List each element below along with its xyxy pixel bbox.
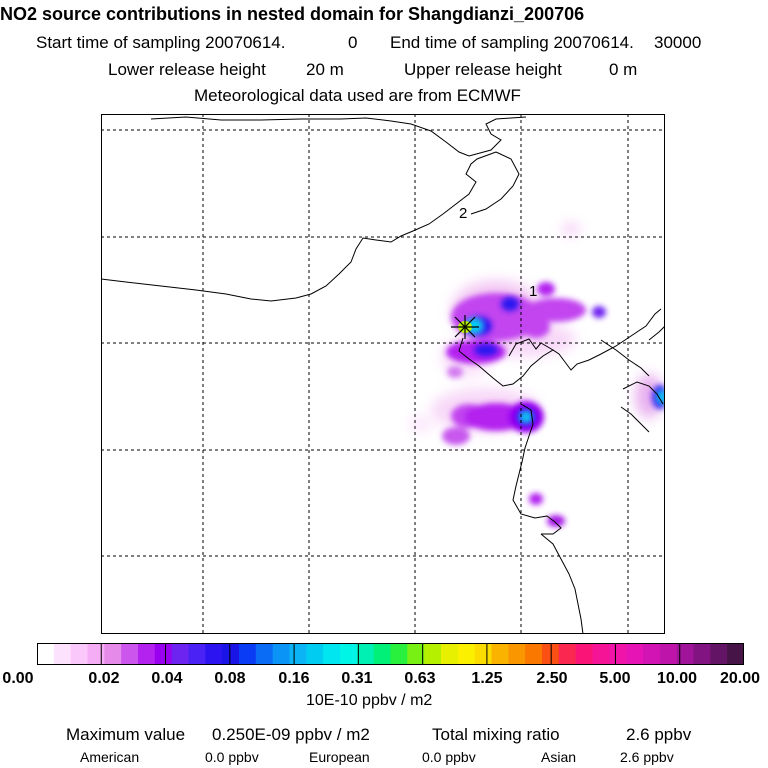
met-data-line: Meteorological data used are from ECMWF [194,86,521,105]
colorbar-swatch [676,643,695,665]
start-time-value: 0 [348,33,358,52]
max-value: 0.250E-09 ppbv / m2 [212,725,370,744]
colorbar-swatch [693,643,711,665]
colorbar-swatch [272,643,291,665]
colorbar-swatch [643,643,661,665]
colorbar-swatch [558,643,577,665]
colorbar-swatch [255,643,274,665]
colorbar [37,643,744,665]
source-value: 2.6 ppbv [620,749,674,765]
summary-line: Maximum value 0.250E-09 ppbv / m2 Total … [66,725,691,745]
colorbar-swatch [373,643,392,665]
colorbar-tick-label: 0.00 [2,670,34,687]
colorbar-swatch [491,643,509,665]
total-mixing-label: Total mixing ratio [432,725,560,744]
colorbar-tick-label: 0.08 [214,670,246,687]
colorbar-swatch [626,643,644,665]
colorbar-swatch [306,643,324,665]
colorbar-swatch [70,643,89,665]
release-height-line: Lower release height 20 m Upper release … [108,60,637,80]
end-time-label: End time of sampling 20070614. [390,33,634,52]
sampling-time-line: Start time of sampling 20070614. 0 End t… [36,33,701,53]
colorbar-swatch [289,643,307,665]
colorbar-swatch [525,643,543,665]
source-value: 0.0 ppbv [205,749,259,765]
colorbar-tick-label: 0.04 [151,670,183,687]
source-value: 0.0 ppbv [422,749,476,765]
colorbar-tick-label: 0.02 [88,670,120,687]
colorbar-swatch [154,643,173,665]
colorbar-swatch [659,643,678,665]
colorbar-border [37,643,744,665]
colorbar-swatch [340,643,358,665]
colorbar-swatch [239,643,257,665]
upper-height-label: Upper release height [404,60,562,79]
source-name: American [80,749,140,765]
colorbar-swatch [710,643,728,665]
colorbar-tick-label: 0.63 [404,670,436,687]
lower-height-value: 20 m [306,60,344,79]
colorbar-swatch [390,643,408,665]
colorbar-swatch [575,643,594,665]
source-name: European [309,749,370,765]
colorbar-swatch [457,643,476,665]
colorbar-tick-label: 2.50 [536,670,568,687]
colorbar-swatch [474,643,493,665]
map-panel: 1 2 [101,114,665,634]
colorbar-tick-label: 1.25 [471,670,503,687]
point-label-1: 1 [529,283,537,300]
colorbar-swatch [356,643,375,665]
map-border [101,114,665,634]
colorbar-swatch [87,643,105,665]
source-name: Asian [541,749,577,765]
point-label-2: 2 [459,205,467,222]
colorbar-swatch [441,643,459,665]
source-breakdown: American 0.0 ppbv European 0.0 ppbv Asia… [80,749,674,765]
max-value-label: Maximum value [66,725,186,744]
colorbar-swatch [609,643,627,665]
colorbar-swatch [104,643,122,665]
end-time-value: 30000 [654,33,702,52]
release-site-marker [451,315,479,339]
colorbar-tick-label: 5.00 [599,670,631,687]
start-time-label: Start time of sampling 20070614. [36,33,286,52]
chart-title: NO2 source contributions in nested domai… [0,4,585,24]
colorbar-swatch [323,643,341,665]
map-background [101,114,665,634]
colorbar-tick-label: 0.31 [341,670,373,687]
colorbar-swatch [222,643,240,665]
colorbar-swatch [171,643,190,665]
colorbar-swatch [727,643,744,665]
coastlines [101,116,665,634]
colorbar-swatch [205,643,223,665]
colorbar-swatch [424,643,442,665]
colorbar-swatch [508,643,526,665]
colorbar-swatch [407,643,425,665]
colorbar-tick-label: 20.00 [719,670,761,687]
colorbar-tick-label: 0.16 [278,670,310,687]
lower-height-label: Lower release height [108,60,266,79]
colorbar-swatch [138,643,156,665]
colorbar-swatch [592,643,610,665]
colorbar-swatch [53,643,72,665]
colorbar-swatch [121,643,139,665]
total-mixing-value: 2.6 ppbv [626,725,692,744]
map-gridlines [101,114,665,634]
colorbar-swatch [188,643,206,665]
upper-height-value: 0 m [609,60,638,79]
colorbar-tick-label: 10.00 [656,670,698,687]
colorbar-units: 10E-10 ppbv / m2 [306,692,433,709]
colorbar-swatch [37,643,55,665]
